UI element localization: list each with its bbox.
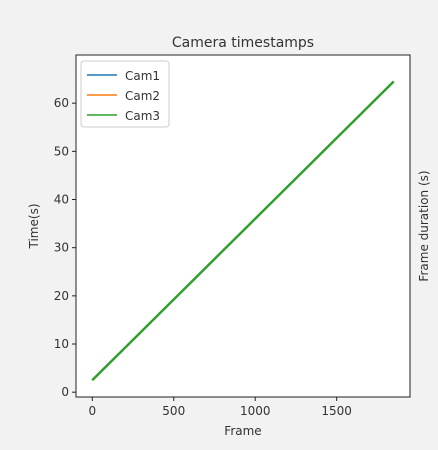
y-tick-label: 30 (54, 241, 69, 255)
x-tick-label: 500 (162, 404, 185, 418)
legend-box (80, 60, 170, 128)
legend-label-cam3: Cam3 (125, 109, 160, 123)
legend: Cam1 Cam2 Cam3 (80, 60, 170, 128)
y-tick-label: 60 (54, 96, 69, 110)
right-y-axis-label: Frame duration (s) (417, 170, 431, 281)
x-axis-label: Frame (224, 424, 261, 438)
y-tick-label: 10 (54, 337, 69, 351)
x-tick-label: 1000 (240, 404, 271, 418)
y-tick-label: 0 (61, 385, 69, 399)
y-tick-label: 50 (54, 144, 69, 158)
x-tick-label: 1500 (321, 404, 352, 418)
y-axis-label: Time(s) (27, 204, 41, 250)
x-tick-label: 0 (88, 404, 96, 418)
legend-label-cam2: Cam2 (125, 89, 160, 103)
series-layer (91, 80, 395, 381)
chart-title: Camera timestamps (172, 35, 314, 51)
y-tick-label: 20 (54, 289, 69, 303)
series-line-cam3 (91, 80, 395, 381)
y-tick-label: 40 (54, 193, 69, 207)
ticks-layer: 0 500 1000 1500 0 10 20 30 40 50 60 (54, 96, 352, 418)
legend-label-cam1: Cam1 (125, 69, 160, 83)
